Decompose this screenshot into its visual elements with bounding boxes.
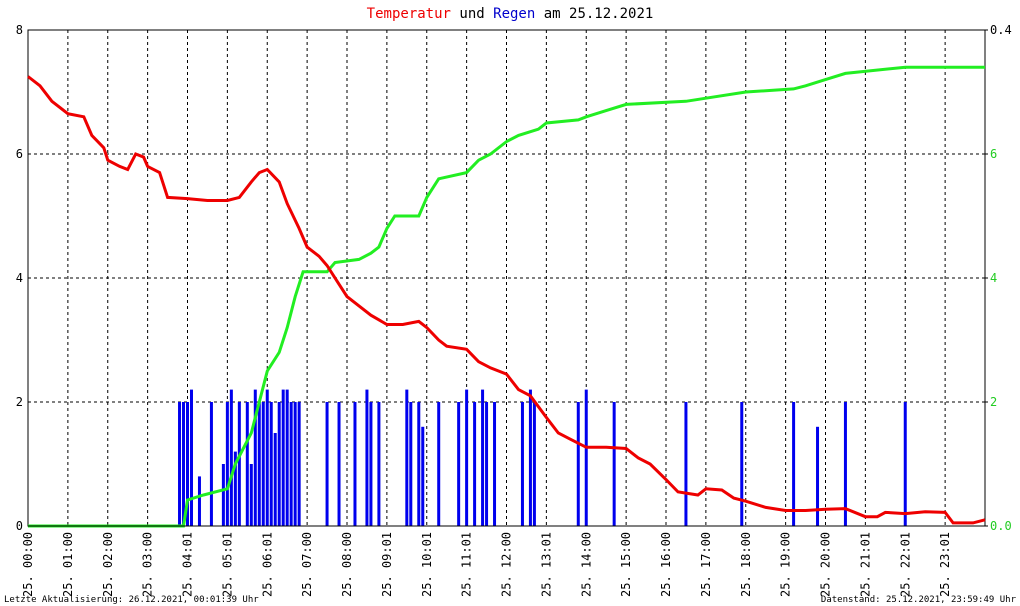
rain-bar <box>209 402 213 526</box>
x-tick-label: 25. 23:01 <box>938 532 952 597</box>
x-tick-label: 25. 08:00 <box>340 532 354 597</box>
rain-bar <box>405 389 409 526</box>
rain-bar <box>457 402 461 526</box>
rain-bar <box>182 402 186 526</box>
x-tick-label: 25. 20:00 <box>819 532 833 597</box>
rain-bar <box>197 476 201 526</box>
rain-bar <box>233 451 237 526</box>
rain-bar <box>277 402 281 526</box>
y-tick-label: 4 <box>16 271 23 285</box>
rain-bar <box>421 426 425 526</box>
x-tick-label: 25. 00:00 <box>21 532 35 597</box>
x-tick-label: 25. 07:00 <box>300 532 314 597</box>
rain-bar <box>584 389 588 526</box>
footer-right: Datenstand: 25.12.2021, 23:59:49 Uhr <box>821 595 1017 605</box>
rain-bar <box>253 389 257 526</box>
rain-bar <box>481 389 485 526</box>
footer-left: Letzte Aktualisierung: 26.12.2021, 00:01… <box>4 595 259 605</box>
y2-tick-label: 6 <box>990 147 997 161</box>
title-part: und <box>459 6 484 22</box>
y2-tick-label: 4 <box>990 271 997 285</box>
rain-bar <box>225 402 229 526</box>
y-tick-label: 6 <box>16 147 23 161</box>
x-tick-label: 25. 02:00 <box>101 532 115 597</box>
x-tick-label: 25. 01:00 <box>61 532 75 597</box>
rain-bar <box>465 389 469 526</box>
y-tick-label: 0 <box>16 519 23 533</box>
rain-bar <box>417 402 421 526</box>
rain-bar <box>353 402 357 526</box>
x-tick-label: 25. 14:00 <box>579 532 593 597</box>
x-tick-label: 25. 13:01 <box>539 532 553 597</box>
rain-bar <box>297 402 301 526</box>
y2-tick-label: 0.4 <box>990 23 1012 37</box>
rain-bar <box>281 389 285 526</box>
y-tick-label: 2 <box>16 395 23 409</box>
x-tick-label: 25. 09:01 <box>380 532 394 597</box>
rain-bar <box>740 402 744 526</box>
x-tick-label: 25. 11:01 <box>460 532 474 597</box>
rain-bar <box>369 402 373 526</box>
rain-bar <box>337 402 341 526</box>
rain-bar <box>532 402 536 526</box>
rain-bar <box>437 402 441 526</box>
rain-bar <box>229 389 233 526</box>
rain-bar <box>528 389 532 526</box>
rain-bar <box>221 464 225 526</box>
x-tick-label: 25. 04:01 <box>181 532 195 597</box>
y2-tick-label: 0.0 <box>990 519 1012 533</box>
rain-bar <box>245 402 249 526</box>
x-tick-label: 25. 21:01 <box>858 532 872 597</box>
rain-bar <box>612 402 616 526</box>
title-part: am 25.12.2021 <box>544 6 654 22</box>
series-line <box>27 75 986 525</box>
rain-bar <box>903 402 907 526</box>
rain-bar <box>520 402 524 526</box>
rain-bar <box>576 402 580 526</box>
rain-bar <box>843 402 847 526</box>
x-tick-label: 25. 03:00 <box>141 532 155 597</box>
rain-bar <box>325 402 329 526</box>
x-tick-label: 25. 05:01 <box>220 532 234 597</box>
rain-bar <box>493 402 497 526</box>
y-tick-label: 8 <box>16 23 23 37</box>
rain-bar <box>257 402 261 526</box>
x-tick-label: 25. 10:01 <box>420 532 434 597</box>
rain-bar <box>285 389 289 526</box>
x-tick-label: 25. 17:00 <box>699 532 713 597</box>
y2-tick-label: 2 <box>990 395 997 409</box>
title-part: Temperatur <box>367 6 451 22</box>
rain-bar <box>365 389 369 526</box>
rain-bar <box>273 433 277 526</box>
rain-bar <box>189 389 193 526</box>
rain-bar <box>485 402 489 526</box>
rain-bar <box>473 402 477 526</box>
x-tick-label: 25. 22:01 <box>898 532 912 597</box>
rain-bar <box>265 389 269 526</box>
rain-bar <box>409 402 413 526</box>
rain-bar <box>293 402 297 526</box>
rain-bar <box>816 426 820 526</box>
x-tick-label: 25. 15:00 <box>619 532 633 597</box>
chart-title: Temperatur und Regen am 25.12.2021 <box>367 6 654 22</box>
title-part: Regen <box>493 6 535 22</box>
rain-bar <box>249 464 253 526</box>
rain-bar <box>261 402 265 526</box>
x-tick-label: 25. 06:01 <box>260 532 274 597</box>
rain-bar <box>377 402 381 526</box>
rain-bar <box>186 402 189 526</box>
x-tick-label: 25. 19:00 <box>779 532 793 597</box>
rain-bar <box>178 402 182 526</box>
series-line <box>28 65 985 528</box>
rain-bar <box>289 402 293 526</box>
rain-bar <box>269 402 273 526</box>
rain-bar <box>237 402 241 526</box>
rain-bar <box>792 402 796 526</box>
rain-bar <box>684 402 688 526</box>
x-tick-label: 25. 18:00 <box>739 532 753 597</box>
x-tick-label: 25. 12:00 <box>500 532 514 597</box>
x-tick-label: 25. 16:00 <box>659 532 673 597</box>
